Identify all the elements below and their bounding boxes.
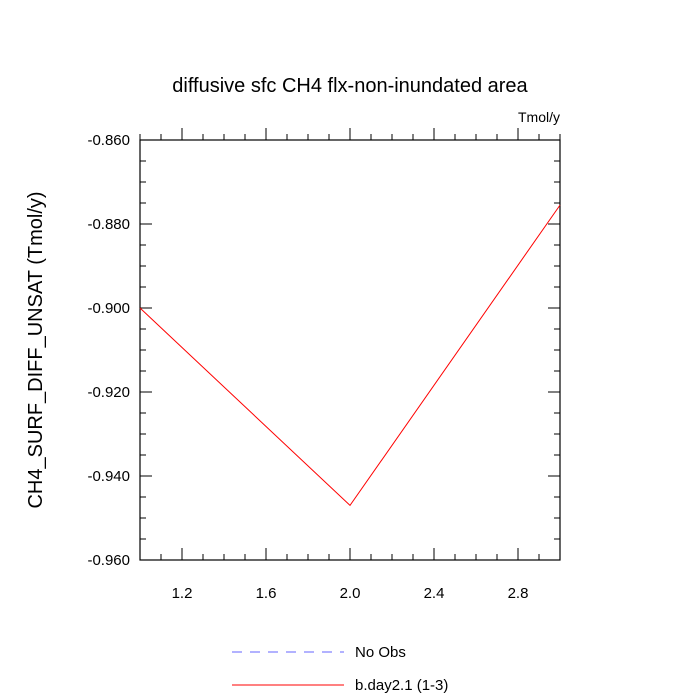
y-tick-label: -0.900 (87, 300, 130, 317)
y-tick-label: -0.920 (87, 384, 130, 401)
y-tick-labels: -0.860 -0.880 -0.900 -0.920 -0.940 -0.960 (87, 132, 130, 569)
y-tick-label: -0.940 (87, 468, 130, 485)
plot-frame (139, 139, 561, 561)
legend: No Obs b.day2.1 (1-3) (232, 644, 448, 694)
series-line (139, 204, 561, 507)
chart-title: diffusive sfc CH4 flx-non-inundated area (172, 75, 528, 97)
x-tick-label: 2.0 (340, 585, 361, 602)
x-tick-labels: 1.2 1.6 2.0 2.4 2.8 (172, 585, 529, 602)
x-tick-label: 2.8 (508, 585, 529, 602)
legend-label: No Obs (355, 644, 406, 661)
x-tick-label: 2.4 (424, 585, 445, 602)
legend-label: b.day2.1 (1-3) (355, 677, 448, 694)
y-axis-label: CH4_SURF_DIFF_UNSAT (Tmol/y) (25, 191, 47, 508)
units-label: Tmol/y (518, 109, 560, 125)
series-lines (139, 204, 561, 507)
x-tick-label: 1.2 (172, 585, 193, 602)
axis-ticks (139, 128, 561, 561)
x-tick-label: 1.6 (256, 585, 277, 602)
y-tick-label: -0.880 (87, 216, 130, 233)
y-tick-label: -0.860 (87, 132, 130, 149)
y-tick-label: -0.960 (87, 552, 130, 569)
